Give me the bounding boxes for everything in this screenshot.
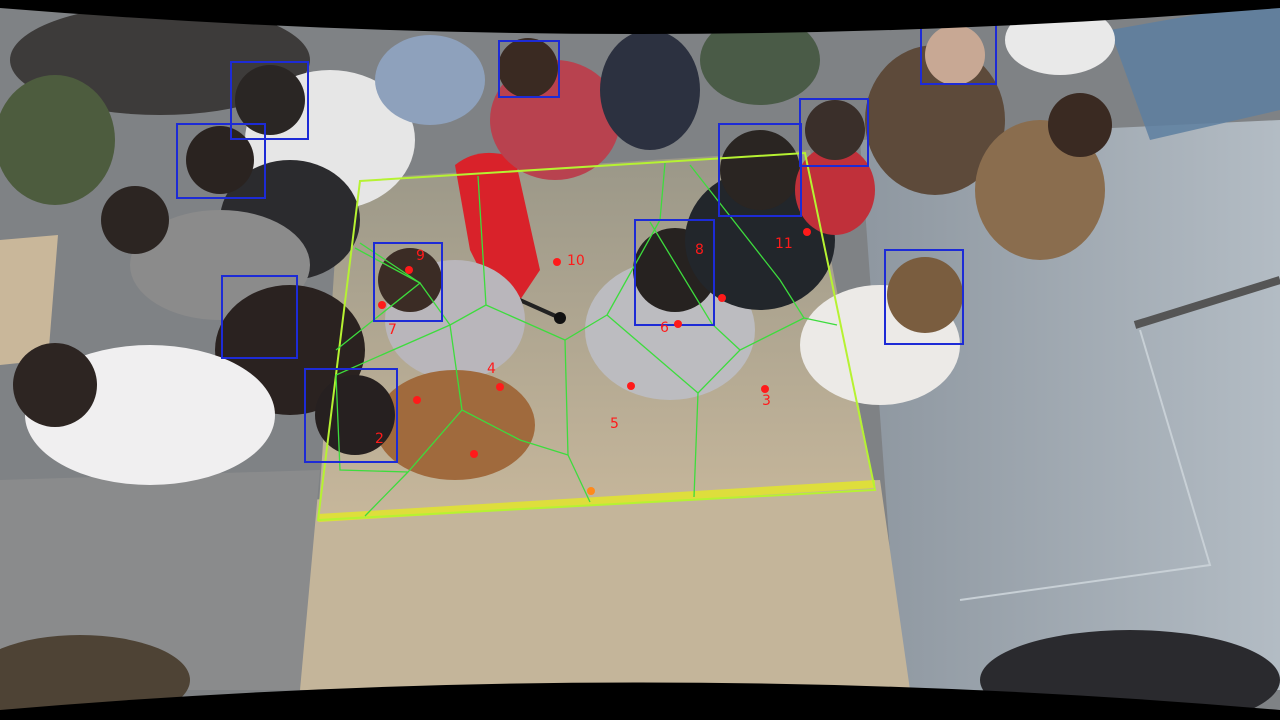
label-person-11: 11	[775, 236, 793, 252]
head-grey-sweater	[101, 186, 169, 254]
face-box	[221, 275, 298, 359]
center-marker	[587, 487, 595, 495]
head-person-8	[720, 130, 800, 210]
label-person-8: 8	[695, 242, 704, 258]
head-leopard	[1048, 93, 1112, 157]
label-person-6: 6	[660, 320, 669, 336]
door-frame-line	[1133, 276, 1280, 329]
marker-dot	[405, 266, 413, 274]
marker-dot	[496, 383, 504, 391]
voronoi-edge	[419, 175, 487, 326]
yellow-tape	[317, 480, 876, 522]
marker-dot	[553, 258, 561, 266]
face-box	[304, 368, 398, 463]
person-denim-back	[375, 35, 485, 125]
person-green-back	[700, 15, 820, 105]
label-person-4: 4	[487, 361, 496, 377]
head-striped-top	[498, 38, 558, 98]
person-green-jacket	[0, 75, 115, 205]
person-brown-coat	[865, 45, 1005, 195]
zone-boundary	[316, 151, 877, 522]
person-brown-jacket	[375, 370, 535, 480]
glass-door	[1110, 0, 1280, 140]
lens-mask-bottom	[0, 682, 1280, 720]
head-person-2	[315, 375, 395, 455]
voronoi-edge	[606, 314, 805, 394]
voronoi-edge	[449, 324, 569, 456]
face-box	[230, 61, 309, 140]
marker-dot	[803, 228, 811, 236]
floor-right-area	[860, 120, 1280, 690]
voronoi-edge	[803, 317, 838, 326]
person-bottom-left	[0, 635, 190, 720]
marker-dot	[674, 320, 682, 328]
marker-dot	[470, 450, 478, 458]
voronoi-edge	[354, 247, 421, 284]
label-person-10: 10	[567, 253, 585, 269]
face-box	[718, 123, 802, 217]
label-person-2: 2	[375, 431, 384, 447]
voronoi-edge	[693, 392, 699, 498]
lens-mask-top	[0, 0, 1280, 34]
head-old-man	[925, 25, 985, 85]
marker-dot	[627, 382, 635, 390]
label-person-3: 3	[762, 393, 771, 409]
voronoi-edge	[335, 324, 451, 473]
person-red-shirt-11	[795, 145, 875, 235]
person-grey-hoodie-6	[585, 260, 755, 400]
face-box	[498, 40, 560, 98]
label-person-5: 5	[610, 416, 619, 432]
marker-dot	[718, 294, 726, 302]
label-person-7: 7	[388, 322, 397, 338]
face-box	[176, 123, 266, 199]
floor-tan-panel	[300, 480, 910, 690]
face-box	[884, 249, 964, 345]
floor-marking-right	[959, 329, 1212, 601]
head-girl-9	[378, 248, 442, 312]
label-person-9: 9	[416, 248, 425, 264]
face-box	[373, 242, 443, 322]
person-dark-back	[600, 30, 700, 150]
head-dark-sweater	[186, 126, 254, 194]
person-markers	[378, 228, 811, 495]
head-white-hoodie	[235, 65, 305, 135]
head-person-3	[887, 257, 963, 333]
left-table	[0, 235, 58, 365]
marker-dot	[761, 385, 769, 393]
person-labels: 2 3 4 5 6 7 8 9 10 11	[375, 236, 793, 447]
head-person-11	[805, 100, 865, 160]
marker-dot	[378, 301, 386, 309]
marker-dot	[413, 396, 421, 404]
voronoi-edge	[567, 454, 591, 503]
head-white-shirt	[13, 343, 97, 427]
